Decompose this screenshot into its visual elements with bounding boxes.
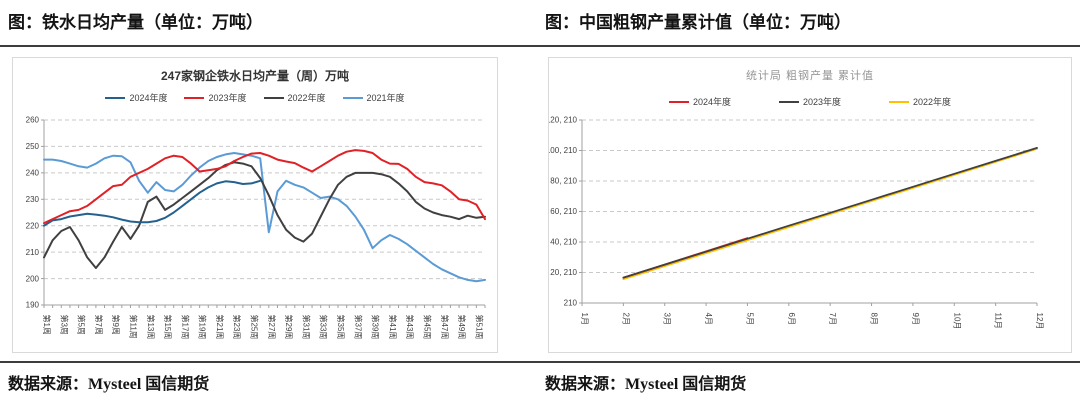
x-tick-label: 第49周 (457, 315, 467, 340)
series-line-2024年度 (43, 179, 262, 227)
legend-marker (342, 96, 363, 99)
x-tick-label: 第39周 (371, 315, 381, 340)
x-tick-label: 第5周 (77, 315, 87, 335)
legend-marker (668, 100, 689, 103)
y-tick-label: 20, 210 (550, 268, 577, 277)
crude-steel-legend: 2024年度 2023年度 2022年度 (549, 95, 1071, 108)
legend-label: 2023年度 (802, 97, 842, 107)
y-tick-label: 260 (26, 116, 40, 125)
series-line-2023年度 (43, 149, 486, 225)
legend-label: 2021年度 (366, 93, 405, 103)
left-figure-caption: 图：铁水日均产量（单位：万吨） (8, 13, 263, 32)
x-tick-label: 11月 (994, 313, 1003, 329)
x-tick-label: 第23周 (232, 315, 242, 340)
x-tick-label: 6月 (787, 313, 796, 325)
legend-label: 2022年度 (913, 97, 952, 107)
y-tick-label: 240 (26, 169, 40, 178)
x-tick-label: 10月 (952, 313, 961, 330)
legend-item-2021年度: 2021年度 (342, 91, 405, 104)
x-tick-label: 第35周 (336, 315, 346, 340)
x-tick-label: 1月 (580, 313, 589, 325)
x-tick-label: 第21周 (215, 315, 225, 340)
legend-item-2024年度: 2024年度 (668, 95, 731, 108)
legend-label: 2023年度 (208, 93, 247, 103)
y-tick-label: 40, 210 (550, 238, 577, 247)
crude-steel-chart-title: 统计局 粗钢产量 累计值 (745, 70, 875, 82)
crude-steel-plot: 210 20, 210 40, 210 60, 210 80, 210 100, 210 1… (549, 116, 1044, 330)
x-tick-label: 第29周 (284, 315, 294, 340)
series-line-2023年度 (622, 147, 1038, 279)
x-tick-label: 5月 (745, 313, 754, 325)
bottom-divider (0, 361, 1080, 363)
x-tick-label: 第25周 (250, 315, 260, 340)
x-tick-label: 第11周 (128, 315, 138, 339)
x-tick-label: 7月 (828, 313, 837, 325)
x-tick-label: 第17周 (180, 315, 190, 340)
series-line-2021年度 (43, 152, 486, 283)
x-tick-label: 第43周 (405, 315, 415, 340)
x-tick-label: 第9周 (111, 315, 121, 335)
x-tick-label: 第27周 (267, 315, 277, 340)
crude-steel-chart-panel: 210 20, 210 40, 210 60, 210 80, 210 100, 210 1… (548, 57, 1072, 353)
y-tick-label: 230 (26, 195, 40, 204)
iron-output-chart-title: 247家钢企铁水日均产量（周）万吨 (160, 69, 350, 83)
iron-output-chart-panel: 190 200 210 220 230 240 250 260 第1周 第3周 第5周 第7周 第9周第… (12, 57, 498, 353)
x-tick-label: 第37周 (353, 315, 363, 340)
y-tick-label: 200 (26, 274, 40, 283)
x-tick-label: 4月 (704, 313, 713, 325)
right-data-source: 数据来源：Mysteel 国信期货 (545, 376, 747, 393)
x-tick-label: 第47周 (440, 315, 450, 340)
legend-marker (778, 100, 799, 103)
legend-item-2023年度: 2023年度 (778, 95, 842, 108)
x-tick-label: 第33周 (319, 315, 329, 340)
y-tick-label: 210 (26, 248, 40, 257)
y-tick-label: 80, 210 (550, 177, 577, 186)
legend-marker (263, 96, 284, 99)
left-data-source: 数据来源：Mysteel 国信期货 (8, 376, 210, 393)
y-tick-label: 250 (26, 142, 40, 151)
x-tick-label: 第41周 (388, 315, 398, 340)
y-tick-label: 100, 210 (549, 146, 578, 155)
y-tick-label: 220 (26, 221, 40, 230)
x-tick-label: 8月 (870, 313, 879, 325)
top-divider (0, 45, 1080, 47)
legend-marker (889, 100, 910, 103)
x-tick-label: 第7周 (94, 315, 104, 335)
x-tick-label: 第13周 (146, 315, 156, 340)
x-tick-label: 第45周 (422, 315, 432, 340)
y-tick-label: 60, 210 (550, 207, 577, 216)
right-figure-caption: 图：中国粗钢产量累计值（单位：万吨） (545, 13, 851, 32)
x-tick-label: 第31周 (301, 315, 311, 340)
x-tick-label: 第19周 (198, 315, 208, 340)
y-tick-label: 190 (26, 301, 40, 310)
y-tick-label: 120, 210 (549, 116, 578, 125)
x-tick-label: 第1周 (42, 315, 52, 335)
legend-label: 2024年度 (129, 93, 168, 103)
legend-item-2024年度: 2024年度 (105, 91, 167, 104)
legend-marker (184, 96, 205, 99)
x-tick-label: 3月 (663, 313, 672, 325)
legend-marker (105, 96, 126, 99)
x-tick-label: 第3周 (59, 315, 69, 335)
x-tick-label: 2月 (621, 313, 630, 325)
iron-output-plot: 190200210220230240250260第1周 第3周 第5周 第7周 第9周第… (26, 116, 486, 340)
legend-item-2023年度: 2023年度 (184, 91, 247, 104)
series-line-2022年度 (622, 147, 1038, 281)
x-tick-label: 9月 (911, 313, 920, 325)
iron-output-legend: 2024年度 2023年度 2022年度 2021年度 (13, 91, 497, 104)
x-tick-label: 第51周 (474, 315, 484, 340)
series-line-2022年度 (43, 161, 486, 269)
legend-label: 2024年度 (692, 97, 731, 107)
x-tick-label: 12月 (1035, 313, 1044, 330)
legend-label: 2022年度 (287, 93, 326, 103)
legend-item-2022年度: 2022年度 (889, 95, 951, 108)
y-tick-label: 210 (564, 299, 578, 308)
legend-item-2022年度: 2022年度 (263, 91, 326, 104)
x-tick-label: 第15周 (163, 315, 173, 340)
